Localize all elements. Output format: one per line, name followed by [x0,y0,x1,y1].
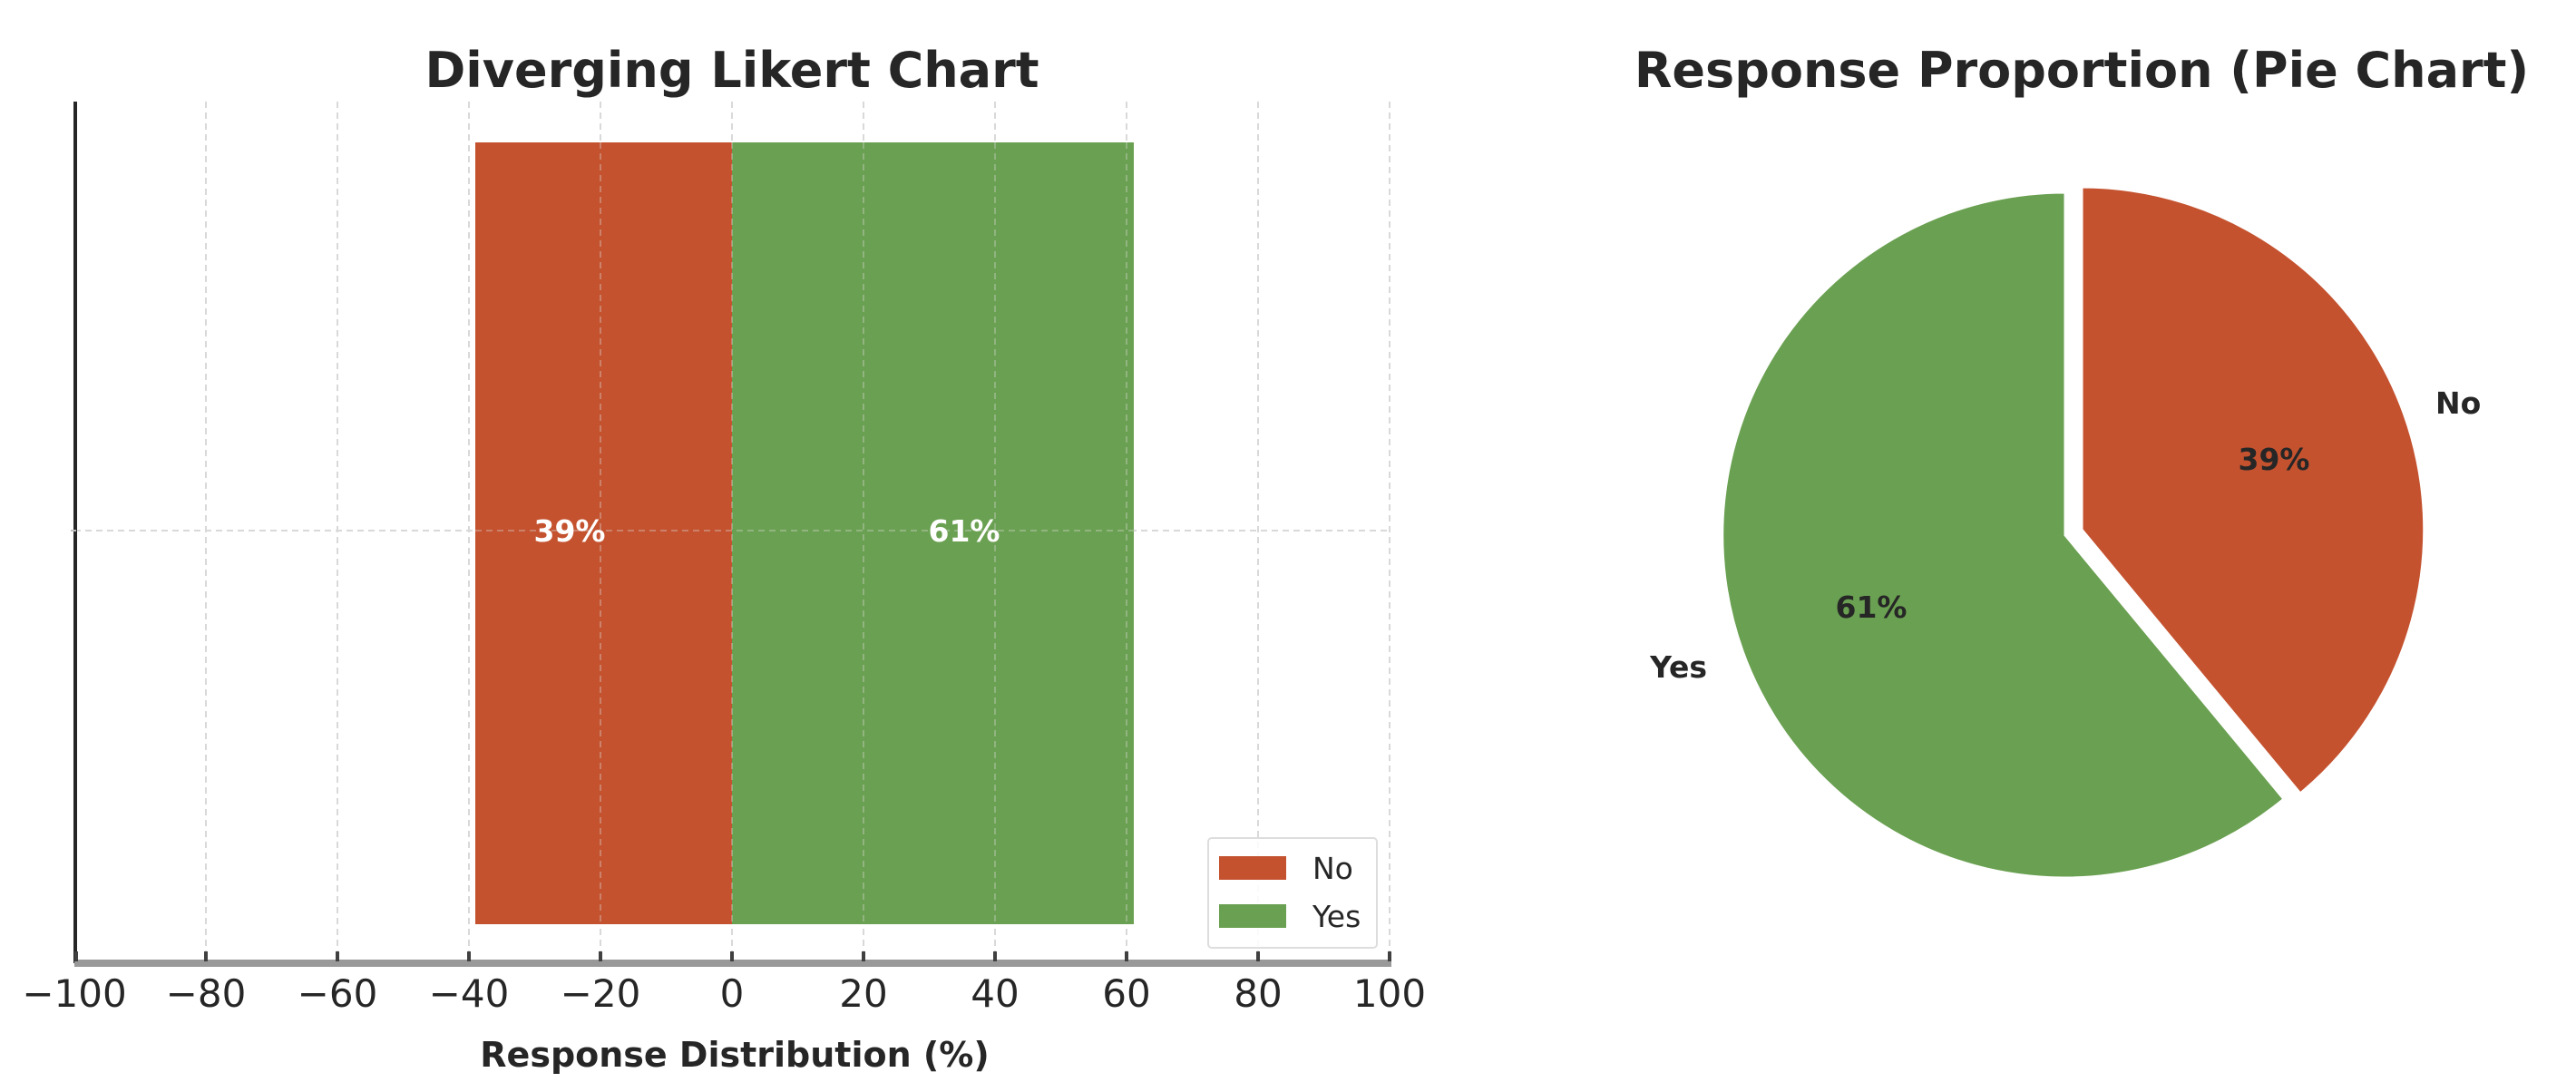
tick-label: −100 [22,971,126,1016]
bar-label-no: 39% [534,513,606,549]
tick-label: −80 [166,971,247,1016]
pie-label-no: No [2435,385,2481,421]
legend-swatch-yes [1219,904,1286,928]
legend-label-yes: Yes [1312,899,1361,934]
bar-yes [732,142,1134,924]
tick-label: 20 [839,971,887,1016]
pie-label-yes: Yes [1649,649,1707,685]
pie-slice-no [2080,185,2426,796]
x-axis-label: Response Distribution (%) [480,1035,989,1075]
tick-label: −60 [298,971,378,1016]
bar-no [475,142,732,924]
pie-pct-yes: 61% [1836,590,1908,625]
x-axis-spine [74,960,1391,967]
likert-gridlines-overlay [475,142,1134,924]
likert-title: Diverging Likert Chart [424,42,1039,99]
tick-label: 60 [1102,971,1150,1016]
x-axis-ticks [74,951,1391,961]
x-axis-tick-labels: −100 −80 −60 −40 −20 0 20 40 60 80 100 [22,971,1426,1016]
pie-title: Response Proportion (Pie Chart) [1634,42,2529,99]
tick-label: 40 [971,971,1019,1016]
tick-label: −20 [561,971,641,1016]
legend: No Yes [1207,837,1378,949]
bar-label-yes: 61% [929,513,1000,549]
likert-chart: Diverging Likert Chart 39% [22,42,1426,1075]
tick-label: 100 [1353,971,1426,1016]
tick-label: −40 [429,971,510,1016]
pie-pct-no: 39% [2239,442,2310,477]
legend-swatch-no [1219,856,1286,880]
pie-chart: Response Proportion (Pie Chart) 39% 61% … [1634,42,2529,880]
tick-label: 80 [1234,971,1282,1016]
tick-label: 0 [720,971,745,1016]
pie-slice-yes [1721,190,2287,880]
legend-label-no: No [1312,851,1353,886]
